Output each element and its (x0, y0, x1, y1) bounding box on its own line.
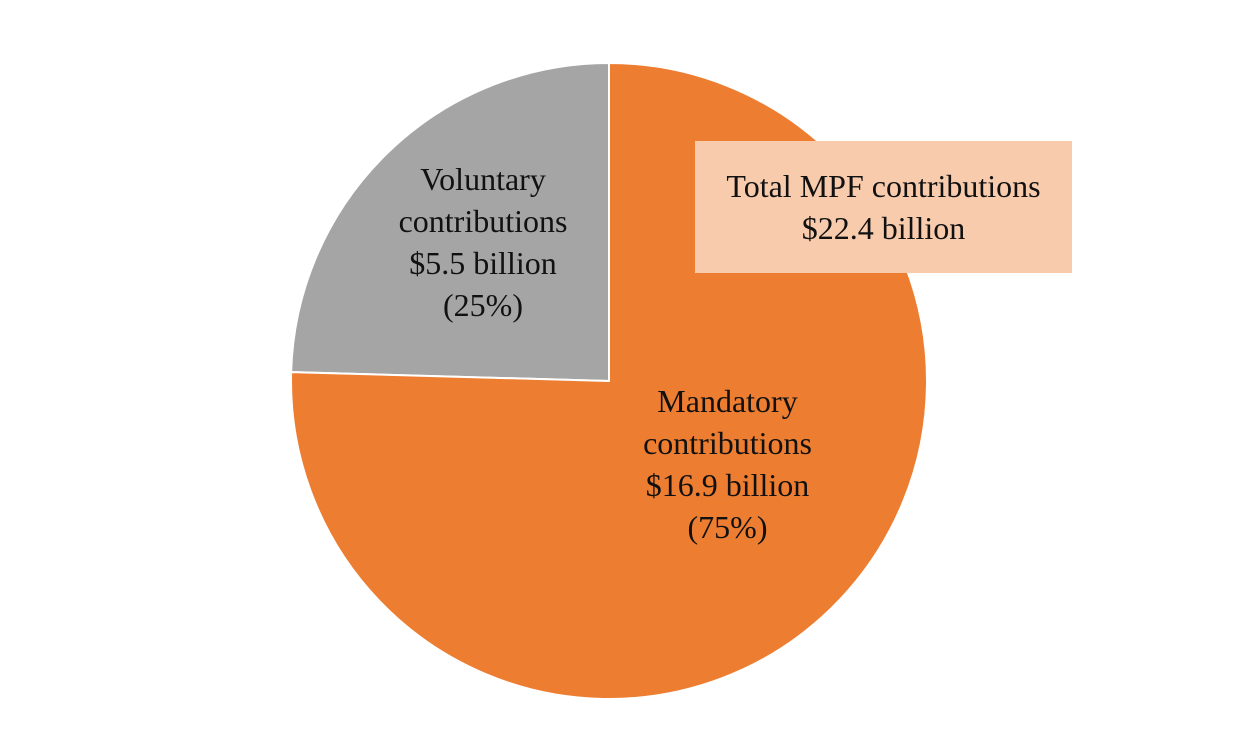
voluntary-label-line1: Voluntary (420, 161, 546, 197)
voluntary-label-line2: contributions (398, 203, 568, 239)
voluntary-slice-label: Voluntary contributions $5.5 billion (25… (363, 158, 603, 326)
total-value: $22.4 billion (801, 210, 966, 246)
mandatory-label-line1: Mandatory (657, 383, 798, 419)
voluntary-percent-label: (25%) (443, 287, 523, 323)
mandatory-value-label: $16.9 billion (645, 467, 810, 503)
mandatory-slice-label: Mandatory contributions $16.9 billion (7… (605, 380, 850, 548)
voluntary-value-label: $5.5 billion (409, 245, 557, 281)
total-label: Total MPF contributions (726, 168, 1041, 204)
total-contributions-box: Total MPF contributions $22.4 billion (695, 141, 1072, 273)
mandatory-percent-label: (75%) (687, 509, 768, 545)
mandatory-label-line2: contributions (643, 425, 812, 461)
pie-slice-voluntary (290, 61, 610, 383)
